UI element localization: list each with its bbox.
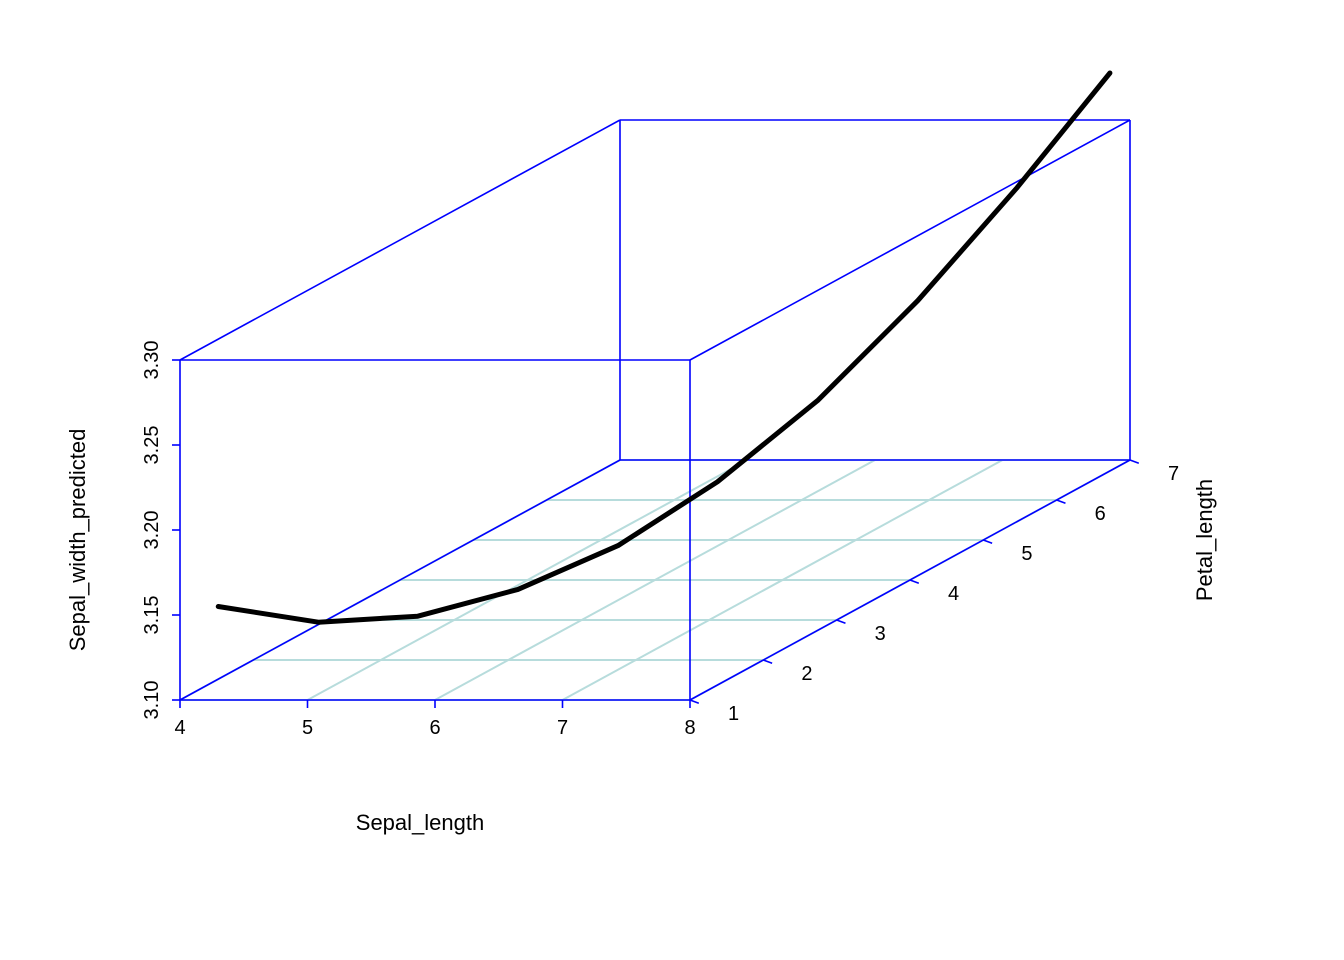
z-tick-label: 3.15 <box>141 596 163 635</box>
x-axis-label: Sepal_length <box>356 810 484 835</box>
box-edge <box>690 120 1130 360</box>
y-tick <box>983 540 992 543</box>
x-tick-label: 8 <box>684 717 695 739</box>
y-tick-label: 4 <box>948 583 959 605</box>
x-tick-label: 7 <box>557 717 568 739</box>
x-tick-label: 5 <box>302 717 313 739</box>
y-tick-label: 5 <box>1021 543 1032 565</box>
z-axis-label: Sepal_width_predicted <box>65 429 90 652</box>
y-tick <box>1130 460 1139 463</box>
x-tick-label: 6 <box>429 717 440 739</box>
z-tick-label: 3.20 <box>141 511 163 550</box>
plot-3d: 4 5 6 7 8 1 2 3 4 5 6 7 3.10 3.15 3.20 3.25 3.30 Sepal_le… <box>0 0 1344 960</box>
y-tick-label: 2 <box>801 663 812 685</box>
y-tick <box>910 580 919 583</box>
y-tick <box>690 700 699 703</box>
y-tick-label: 1 <box>728 703 739 725</box>
y-tick <box>763 660 772 663</box>
z-tick-label: 3.30 <box>141 341 163 380</box>
x-tick-label: 4 <box>174 717 185 739</box>
box-edge <box>180 120 620 360</box>
y-axis-label: Petal_length <box>1192 479 1217 601</box>
y-tick-label: 7 <box>1168 463 1179 485</box>
y-tick <box>1057 500 1066 503</box>
z-tick-label: 3.10 <box>141 681 163 720</box>
y-tick <box>837 620 846 623</box>
z-tick-label: 3.25 <box>141 426 163 465</box>
y-tick-label: 6 <box>1095 503 1106 525</box>
y-tick-label: 3 <box>875 623 886 645</box>
